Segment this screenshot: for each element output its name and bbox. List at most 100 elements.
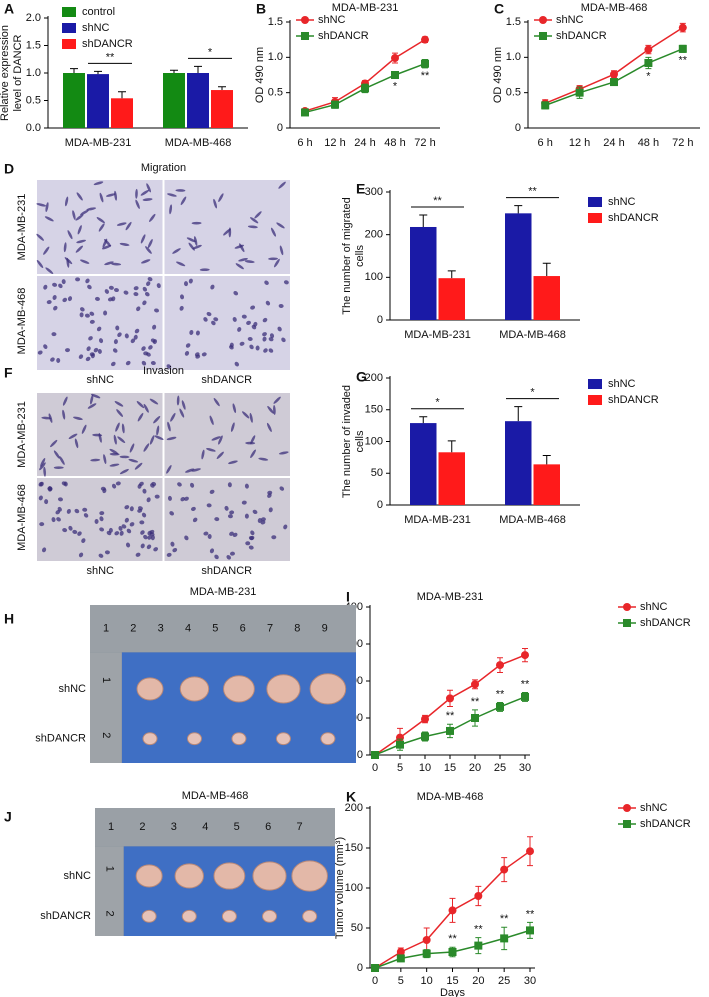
point	[474, 941, 483, 950]
y-tick-label: 50	[351, 922, 363, 934]
cell	[172, 547, 178, 553]
cell	[184, 350, 190, 356]
y-tick-label: 2.0	[26, 12, 41, 24]
cell	[266, 422, 272, 432]
point	[644, 58, 653, 67]
cell	[109, 448, 119, 455]
cell	[111, 483, 117, 489]
x-axis-label: Days	[440, 987, 466, 997]
cell	[191, 468, 201, 472]
cell	[141, 346, 146, 351]
cell	[192, 244, 202, 250]
x-tick-label: 48 h	[384, 137, 405, 149]
cell	[150, 535, 155, 541]
cell	[176, 395, 180, 406]
cell	[109, 463, 120, 467]
cell	[56, 357, 61, 363]
ruler-number: 5	[212, 623, 218, 635]
cell	[170, 541, 175, 547]
cell	[99, 516, 104, 522]
cell	[117, 436, 126, 443]
y-tick-label: 50	[371, 467, 383, 479]
row-label: shNC	[58, 683, 86, 695]
cell	[139, 520, 145, 525]
cell	[153, 415, 161, 424]
y-tick-label: 200	[345, 802, 363, 814]
cell	[90, 394, 94, 405]
cell	[250, 449, 256, 459]
cell	[154, 308, 159, 313]
cell	[37, 350, 43, 355]
cell	[53, 450, 60, 459]
cell	[247, 336, 253, 342]
cell	[113, 339, 118, 345]
cell	[211, 436, 221, 441]
cell	[130, 338, 136, 344]
cell	[180, 496, 186, 502]
bar	[505, 421, 532, 505]
ruler-number: 1	[100, 677, 112, 683]
legend-marker	[301, 16, 309, 24]
cell	[218, 435, 223, 445]
cell	[264, 280, 269, 285]
legend-marker	[301, 32, 309, 40]
cell	[195, 354, 201, 359]
point	[610, 78, 618, 87]
panel-label: C	[494, 1, 504, 17]
cell	[48, 485, 53, 491]
legend-label: shNC	[640, 601, 668, 613]
cell	[143, 443, 150, 452]
cell	[185, 468, 195, 473]
cell	[51, 517, 56, 523]
cell	[245, 541, 251, 546]
cell	[98, 338, 104, 344]
cell	[72, 529, 78, 534]
chart-panel: B MDA-MB-231 0 0.5 1.0 1.5 OD 490 nm shNC shDANC…	[254, 1, 440, 149]
significance-label: *	[208, 46, 213, 58]
cell	[90, 353, 95, 359]
cell	[40, 457, 46, 467]
cell	[237, 327, 242, 332]
bar	[438, 278, 465, 320]
cell	[273, 396, 281, 404]
cell	[79, 307, 85, 312]
row-label: MDA-MB-468	[16, 484, 28, 551]
cell	[91, 393, 101, 399]
cell	[39, 481, 44, 487]
cell	[111, 262, 122, 266]
cell	[111, 296, 116, 302]
x-tick-label: 12 h	[324, 137, 345, 149]
ruler-number: 7	[267, 623, 273, 635]
cell	[52, 282, 58, 287]
cell	[119, 530, 124, 536]
cell	[99, 511, 105, 516]
legend-swatch	[62, 23, 76, 33]
cell	[244, 513, 249, 519]
micrograph	[164, 478, 290, 561]
panel-label: E	[356, 181, 365, 197]
cell	[262, 317, 268, 323]
bar	[63, 73, 85, 128]
tumor	[291, 860, 328, 892]
cell	[67, 230, 73, 240]
ruler-number: 1	[103, 623, 109, 635]
cell	[224, 505, 229, 511]
cell	[119, 455, 130, 459]
panel-label: A	[4, 1, 14, 17]
y-tick-label: 1.5	[506, 16, 521, 28]
cell	[270, 227, 277, 237]
ruler-number: 5	[234, 821, 240, 833]
legend-label: shNC	[608, 378, 636, 390]
cell	[134, 462, 143, 470]
cell	[149, 529, 155, 535]
cell	[129, 506, 134, 512]
cell	[114, 531, 120, 536]
cell	[104, 261, 114, 266]
cell	[116, 409, 124, 417]
cell	[73, 416, 83, 421]
cell	[43, 344, 48, 349]
panel-title: Migration	[141, 162, 186, 174]
cell	[149, 435, 155, 445]
ruler-number: 1	[103, 866, 115, 872]
row-label: MDA-MB-231	[16, 194, 28, 261]
